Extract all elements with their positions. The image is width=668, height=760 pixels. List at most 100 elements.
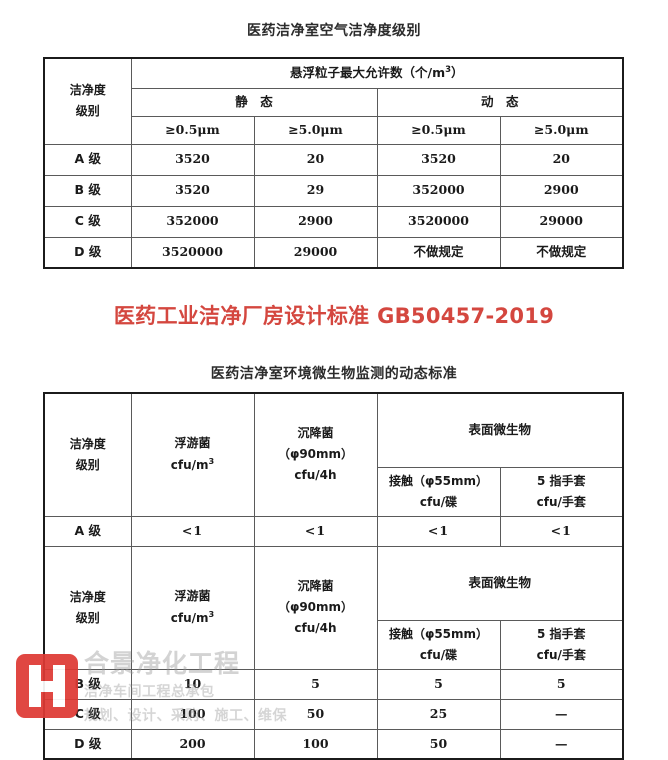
floating-unit: cfu/m [170, 611, 209, 625]
page-title-microbio-standard: 医药洁净室环境微生物监测的动态标准 [210, 366, 458, 382]
header-cell-grade: 洁净度 级别 [43, 545, 132, 670]
header-cell-particle-count: 悬浮粒子最大允许数（个/m3） [130, 57, 624, 89]
settling-label-line1: 沉降菌 [297, 426, 334, 441]
header-cell-static-50: ≥5.0μm [253, 115, 378, 145]
header-cell-contact: 接触（φ55mm） cfu/碟 [376, 466, 501, 517]
table-row-header-block: 洁净度 级别 浮游菌 cfu/m3 沉降菌 （φ90mm） cfu/4h 表面微… [43, 392, 624, 517]
particle-count-sup: 3 [445, 65, 452, 76]
grade-label-line1: 洁净度 [69, 436, 106, 451]
cell-static-05: 3520 [130, 174, 255, 207]
cell-settling: 50 [253, 698, 378, 730]
cell-glove: — [499, 698, 624, 730]
table-row-surface-sub-header: 接触（φ55mm） cfu/碟 5 指手套 cfu/手套 [44, 619, 624, 670]
grade-label-line2: 级别 [75, 610, 100, 625]
floating-label-line1: 浮游菌 [174, 589, 211, 603]
cell-static-50: 29 [253, 174, 378, 207]
cell-grade: D 级 [43, 236, 132, 269]
header-cell-static-05: ≥0.5μm [130, 115, 255, 145]
floating-label-line2: cfu/m3 [134, 454, 252, 476]
glove-label-line1: 5 指手套 [536, 626, 586, 641]
cell-grade: A 级 [43, 515, 132, 547]
glove-label-line2: cfu/手套 [536, 494, 586, 509]
cell-static-50: 20 [253, 143, 378, 176]
cell-static-05: 352000 [130, 205, 255, 238]
header-cell-dynamic-50: ≥5.0μm [499, 115, 624, 145]
cell-dynamic-50: 不做规定 [499, 236, 624, 269]
header-cell-floating-bacteria: 浮游菌 cfu/m3 [130, 545, 255, 670]
cell-glove: <1 [499, 515, 624, 547]
standard-title: 医药工业洁净厂房设计标准 GB50457-2019 [113, 304, 555, 328]
floating-unit: cfu/m [170, 458, 209, 473]
grade-label-line2: 级别 [75, 457, 100, 472]
contact-label-line2: cfu/碟 [419, 647, 458, 662]
cell-floating: 10 [130, 668, 255, 700]
header-cell-settling-bacteria: 沉降菌 （φ90mm） cfu/4h [253, 545, 378, 670]
cell-dynamic-50: 2900 [499, 174, 624, 207]
table-row: D 级 3520000 29000 不做规定 不做规定 [43, 236, 624, 269]
header-cell-static: 静 态 [130, 87, 378, 117]
cell-static-05: 3520 [130, 143, 255, 176]
header-cell-floating-bacteria: 浮游菌 cfu/m3 [130, 392, 255, 517]
cell-floating: 200 [130, 728, 255, 760]
header-cell-grade: 洁净度 级别 [43, 392, 132, 517]
grade-label-line1: 洁净度 [69, 589, 106, 604]
table-row-surface-sub-header: 接触（φ55mm） cfu/碟 5 指手套 cfu/手套 [44, 466, 624, 517]
particle-count-tail: ） [451, 65, 464, 81]
cell-dynamic-50: 29000 [499, 205, 624, 238]
cell-dynamic-05: 不做规定 [376, 236, 501, 269]
floating-label-line1: 浮游菌 [174, 436, 211, 451]
table-row: B 级 3520 29 352000 2900 [43, 174, 624, 207]
table-air-cleanliness-wrapper: 洁净度 级别 悬浮粒子最大允许数（个/m3） 静 态 动 态 ≥0.5μm ≥5… [43, 57, 625, 269]
grade-label-line2: 级别 [75, 104, 100, 119]
cell-settling: 5 [253, 668, 378, 700]
cell-grade: D 级 [43, 728, 132, 760]
glove-label-line1: 5 指手套 [536, 473, 586, 488]
settling-label-line3: cfu/4h [294, 621, 337, 635]
cell-grade: C 级 [43, 698, 132, 730]
table-row-state-header: 静 态 动 态 [44, 87, 624, 117]
cell-grade: A 级 [43, 143, 132, 176]
table-microbio-monitoring: 洁净度 级别 浮游菌 cfu/m3 沉降菌 （φ90mm） cfu/4h 表面微… [43, 392, 625, 760]
floating-unit-sup: 3 [208, 609, 215, 619]
cell-contact: <1 [376, 515, 501, 547]
table-row: C 级 352000 2900 3520000 29000 [43, 205, 624, 238]
cell-settling: 100 [253, 728, 378, 760]
settling-label-line1: 沉降菌 [297, 579, 334, 593]
floating-unit-sup: 3 [208, 456, 215, 467]
cell-grade: C 级 [43, 205, 132, 238]
header-cell-dynamic-05: ≥0.5μm [376, 115, 501, 145]
contact-label-line1: 接触（φ55mm） [388, 626, 489, 641]
contact-label-line1: 接触（φ55mm） [388, 473, 489, 488]
cell-glove: — [499, 728, 624, 760]
document-page: 医药洁净室空气洁净度级别 洁净度 级别 悬浮粒子最大允许数（个/m3） [16, 23, 625, 760]
cell-static-50: 2900 [253, 205, 378, 238]
header-cell-surface-microbes: 表面微生物 [376, 545, 624, 621]
cell-static-50: 29000 [253, 236, 378, 269]
table-microbio-wrapper: 洁净度 级别 浮游菌 cfu/m3 沉降菌 （φ90mm） cfu/4h 表面微… [43, 392, 625, 760]
cell-contact: 50 [376, 728, 501, 760]
settling-label-line2: （φ90mm） [277, 600, 354, 614]
header-cell-settling-bacteria: 沉降菌 （φ90mm） cfu/4h [253, 392, 378, 517]
cell-floating: 100 [130, 698, 255, 730]
header-cell-glove: 5 指手套 cfu/手套 [499, 466, 624, 517]
glove-label-line2: cfu/手套 [536, 647, 586, 662]
table-air-cleanliness: 洁净度 级别 悬浮粒子最大允许数（个/m3） 静 态 动 态 ≥0.5μm ≥5… [43, 57, 625, 269]
table-row-group-header: 洁净度 级别 悬浮粒子最大允许数（个/m3） [43, 57, 624, 145]
cell-dynamic-05: 352000 [376, 174, 501, 207]
page-title-air-cleanliness: 医药洁净室空气洁净度级别 [247, 23, 421, 39]
cell-dynamic-05: 3520000 [376, 205, 501, 238]
cell-dynamic-05: 3520 [376, 143, 501, 176]
cell-glove: 5 [499, 668, 624, 700]
table-row: B 级 10 5 5 5 [43, 668, 624, 700]
header-cell-grade: 洁净度 级别 [43, 57, 132, 145]
floating-label-line2: cfu/m3 [134, 607, 252, 629]
cell-static-05: 3520000 [130, 236, 255, 269]
cell-grade: B 级 [43, 668, 132, 700]
particle-count-label: 悬浮粒子最大允许数（个/m [290, 65, 446, 81]
cell-settling: <1 [253, 515, 378, 547]
table-row: C 级 100 50 25 — [43, 698, 624, 730]
table-row: A 级 3520 20 3520 20 [43, 143, 624, 176]
cell-grade: B 级 [43, 174, 132, 207]
header-cell-surface-microbes: 表面微生物 [376, 392, 624, 468]
table-row-header-block-repeat: 洁净度 级别 浮游菌 cfu/m3 沉降菌 （φ90mm） cfu/4h 表面微… [43, 545, 624, 670]
